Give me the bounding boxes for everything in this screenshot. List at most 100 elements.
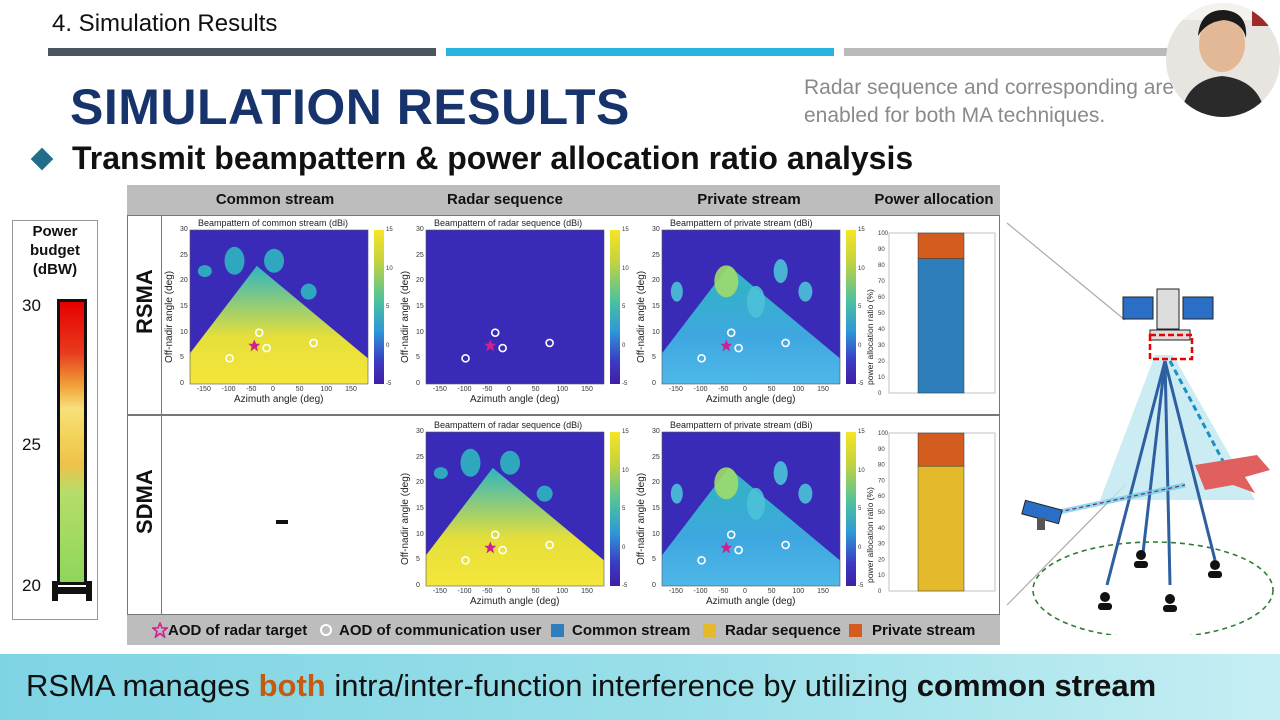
power-budget-title-line2: budget: [30, 242, 80, 259]
x-tick-label: 150: [581, 588, 593, 595]
y-tick-label: 0: [652, 582, 656, 589]
y-tick-label: 10: [416, 530, 424, 538]
x-tick-label: -50: [246, 386, 257, 393]
rsma_radar-heatmap: [425, 229, 605, 385]
col-header-power: Power allocation: [874, 191, 994, 208]
rsma-pa-bar-private: [917, 232, 965, 259]
y-axis-label: Off-nadir angle (deg): [164, 270, 175, 363]
user-aod-marker: [309, 338, 318, 348]
rsma_common-plot-title: Beampattern of common stream (dBi): [198, 218, 349, 228]
y-tick-label: 0: [652, 380, 656, 387]
sdma_radar-plot-title: Beampattern of radar sequence (dBi): [434, 420, 583, 430]
circle-marker-icon: [320, 624, 332, 636]
x-tick-label: -100: [457, 386, 472, 393]
sdma_private-plot-title: Beampattern of private stream (dBi): [670, 420, 813, 430]
x-tick-label: -150: [668, 588, 683, 595]
colorbar-tick: 5: [622, 304, 626, 310]
star-marker-icon: [152, 622, 168, 638]
colorbar-tick: 15: [858, 429, 865, 435]
x-tick-label: -50: [482, 588, 493, 595]
user-aod-marker: [461, 354, 470, 363]
x-tick-label: -100: [693, 386, 708, 393]
x-tick-label: 0: [743, 386, 747, 393]
y-tick-label: 10: [180, 328, 188, 336]
sdma-pa-tick: 80: [878, 463, 885, 469]
colorbar-tick: 0: [622, 342, 626, 349]
sdma-pa-tick: 100: [878, 431, 889, 437]
user-aod-marker: [262, 343, 271, 353]
y-tick-label: 25: [652, 453, 660, 461]
colorbar-tick: 15: [622, 429, 629, 435]
rsma-pa-tick: 20: [878, 359, 885, 365]
x-tick-label: 0: [743, 588, 747, 595]
colorbar-tick: -5: [858, 583, 864, 589]
user-aod-marker: [545, 338, 554, 348]
sdma-pa-bar-private: [917, 432, 965, 467]
radar-target-star-marker: [484, 339, 497, 352]
user-aod-marker: [254, 328, 264, 337]
satellite-icon: [1122, 288, 1214, 361]
row-divider: [127, 414, 1000, 416]
y-tick-label: 15: [416, 505, 424, 512]
colorbar-tick: -5: [622, 583, 628, 589]
user-aod-marker: [490, 530, 500, 539]
y-tick-label: 20: [652, 277, 660, 285]
colorbar-tick: 5: [386, 304, 390, 310]
user-aod-marker: [490, 328, 500, 337]
y-tick-label: 10: [652, 530, 660, 538]
sdma-pa-tick: 50: [878, 510, 885, 516]
legend-user: AOD of communication user: [339, 622, 542, 639]
takeaway-highlight-both: both: [258, 668, 326, 703]
power-budget-title-line1: Power: [32, 223, 78, 240]
rsma_private-heatmap: [661, 229, 841, 385]
y-tick-label: 5: [180, 354, 184, 362]
x-axis-label: Azimuth angle (deg): [470, 394, 560, 405]
user-icons: [1098, 550, 1222, 612]
user-aod-marker: [498, 343, 507, 353]
takeaway-banner: [0, 654, 1280, 720]
x-axis-label: Azimuth angle (deg): [706, 394, 796, 405]
colorbar-tick: 10: [858, 467, 865, 474]
rsma-pa-tick: 60: [878, 295, 885, 301]
x-tick-label: 100: [320, 386, 333, 393]
speaker-note: Radar sequence and corresponding are ena…: [804, 76, 1175, 127]
y-tick-label: 15: [652, 303, 660, 310]
legend-private: Private stream: [872, 622, 976, 639]
user-aod-marker: [726, 530, 736, 539]
rsma-pa-bar-common: [917, 258, 965, 394]
y-axis-label: Off-nadir angle (deg): [636, 472, 647, 565]
colorbar: [846, 230, 856, 384]
power-budget-tick-25: 25: [22, 435, 41, 454]
x-tick-label: 100: [792, 588, 805, 595]
colorbar: [610, 432, 620, 586]
x-axis-label: Azimuth angle (deg): [706, 596, 796, 607]
x-tick-label: -100: [221, 386, 236, 393]
y-tick-label: 30: [652, 428, 660, 435]
y-tick-label: 30: [416, 428, 424, 435]
col-header-radar: Radar sequence: [447, 191, 563, 208]
slide-title: SIMULATION RESULTS: [70, 79, 630, 135]
x-tick-label: 150: [817, 588, 829, 595]
x-tick-label: 0: [507, 588, 511, 595]
rsma_radar-plot-title: Beampattern of radar sequence (dBi): [434, 218, 583, 228]
x-tick-label: -150: [196, 386, 211, 393]
x-tick-label: -150: [432, 588, 447, 595]
radar-target-star-marker: [248, 339, 261, 352]
colorbar-tick: 0: [386, 342, 390, 349]
user-aod-marker: [734, 343, 743, 353]
radar-target-star-marker: [720, 541, 733, 554]
x-tick-label: 50: [767, 386, 776, 393]
colorbar-tick: 5: [622, 506, 626, 512]
takeaway-part3: intra/inter-function interference by uti…: [325, 668, 917, 703]
colorbar: [374, 230, 384, 384]
y-tick-label: 0: [416, 380, 420, 387]
x-tick-label: 150: [581, 386, 593, 393]
colorbar-tick: 10: [858, 265, 865, 272]
sdma-pa-tick: 40: [878, 526, 885, 532]
x-tick-label: 150: [817, 386, 829, 393]
rsma_common-plot: Beampattern of common stream (dBi) -150 -1…: [162, 218, 393, 408]
x-tick-label: 50: [531, 386, 540, 393]
power-budget-level-marker: [52, 581, 92, 601]
user-aod-marker: [461, 556, 470, 565]
y-tick-label: 10: [416, 328, 424, 336]
